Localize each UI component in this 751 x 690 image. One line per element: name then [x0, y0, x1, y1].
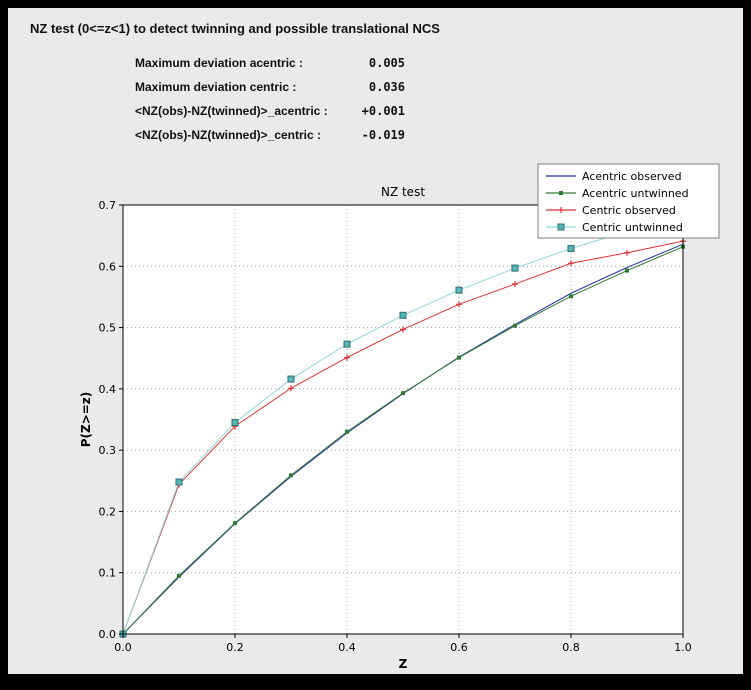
legend: Acentric observed Acentric untwinned Centr… [537, 163, 720, 239]
y-tick-label: 0.1 [99, 567, 117, 580]
axes-frame [122, 204, 684, 635]
stat-label: Maximum deviation acentric : [135, 56, 304, 70]
legend-label: Centric observed [582, 204, 676, 217]
y-tick-label: 0.4 [99, 383, 117, 396]
stat-value: 0.036 [368, 80, 405, 94]
x-axis-label: Z [399, 657, 408, 671]
y-tick-label: 0.7 [99, 199, 117, 212]
x-tick-label: 1.0 [674, 641, 692, 654]
nz-plot-figure: 0.0 0.2 0.4 0.6 0.8 1.0 0.0 0.1 0.2 0.3 0.4 0.5 0.6 0… [8, 8, 743, 674]
y-tick-label: 0.6 [99, 260, 117, 273]
stats-row: Maximum deviation centric : 0.036 [135, 76, 435, 100]
stat-label: Maximum deviation centric : [135, 80, 297, 94]
x-tick-label: 0.0 [114, 641, 132, 654]
y-tick-label: 0.0 [99, 628, 117, 641]
stats-row: <NZ(obs)-NZ(twinned)>_acentric : +0.001 [135, 100, 435, 124]
y-tick-label: 0.5 [99, 322, 117, 335]
stat-label: <NZ(obs)-NZ(twinned)>_centric : [135, 128, 322, 142]
legend-label: Acentric observed [582, 170, 682, 183]
chart-svg: 0.0 0.2 0.4 0.6 0.8 1.0 0.0 0.1 0.2 0.3 0.4 0.5 0.6 0… [79, 163, 720, 671]
stat-label: <NZ(obs)-NZ(twinned)>_acentric : [135, 104, 328, 118]
x-tick-label: 0.6 [450, 641, 468, 654]
x-tick-label: 0.4 [338, 641, 356, 654]
stat-value: 0.005 [368, 56, 405, 70]
stats-row: Maximum deviation acentric : 0.005 [135, 52, 435, 76]
x-tick-label: 0.8 [562, 641, 580, 654]
legend-label: Acentric untwinned [582, 187, 689, 200]
plot-window: NZ test (0<=z<1) to detect twinning and … [8, 8, 743, 674]
plot-area [123, 205, 683, 634]
legend-label: Centric untwinned [582, 221, 683, 234]
x-tick-label: 0.2 [226, 641, 244, 654]
axis-ticks: 0.0 0.2 0.4 0.6 0.8 1.0 0.0 0.1 0.2 0.3 0.4 0.5 0.6 0… [99, 199, 692, 654]
stats-row: <NZ(obs)-NZ(twinned)>_centric : -0.019 [135, 124, 435, 148]
stat-value: +0.001 [361, 104, 405, 118]
y-axis-label: P(Z>=z) [79, 392, 93, 448]
page-title: NZ test (0<=z<1) to detect twinning and … [30, 21, 440, 36]
y-tick-label: 0.3 [99, 444, 117, 457]
chart-title: NZ test [381, 185, 425, 199]
stat-value: -0.019 [361, 128, 405, 142]
stats-block: Maximum deviation acentric : 0.005 Maxim… [135, 52, 435, 148]
y-tick-label: 0.2 [99, 505, 117, 518]
